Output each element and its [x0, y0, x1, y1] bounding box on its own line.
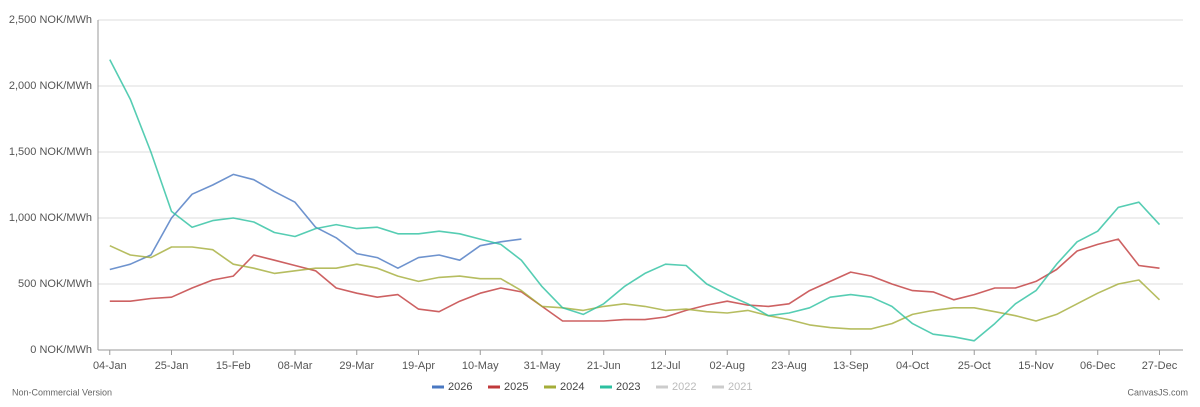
y-tick-label: 1,500 NOK/MWh — [9, 146, 92, 158]
series-line — [109, 238, 1160, 322]
series-line — [109, 59, 1161, 342]
x-tick-label: 04-Jan — [93, 360, 127, 372]
legend-item[interactable]: 2023 — [600, 381, 640, 393]
series-line — [109, 244, 1161, 330]
x-tick-label: 02-Aug — [709, 360, 744, 372]
legend-label: 2024 — [560, 381, 584, 393]
y-tick-label: 2,500 NOK/MWh — [9, 14, 92, 26]
footer-note: Non-Commercial Version — [12, 387, 112, 397]
legend-item[interactable]: 2022 — [656, 381, 696, 393]
legend-item[interactable]: 2026 — [432, 381, 472, 393]
series-line — [109, 173, 522, 271]
x-tick-label: 08-Mar — [278, 360, 313, 372]
legend-label: 2026 — [448, 381, 472, 393]
x-tick-label: 12-Jul — [651, 360, 681, 372]
x-tick-label: 21-Jun — [587, 360, 621, 372]
x-tick-label: 23-Aug — [771, 360, 806, 372]
legend-item[interactable]: 2021 — [712, 381, 752, 393]
x-tick-label: 31-May — [524, 360, 561, 372]
legend-label: 2022 — [672, 381, 696, 393]
x-tick-label: 25-Oct — [958, 360, 991, 372]
y-tick-label: 0 NOK/MWh — [30, 344, 92, 356]
x-tick-label: 25-Jan — [155, 360, 189, 372]
x-tick-label: 13-Sep — [833, 360, 868, 372]
legend-label: 2023 — [616, 381, 640, 393]
x-tick-label: 15-Feb — [216, 360, 251, 372]
x-tick-label: 15-Nov — [1018, 360, 1054, 372]
legend-item[interactable]: 2024 — [544, 381, 584, 393]
y-tick-label: 500 NOK/MWh — [18, 278, 92, 290]
y-tick-label: 2,000 NOK/MWh — [9, 80, 92, 92]
legend-label: 2021 — [728, 381, 752, 393]
legend-label: 2025 — [504, 381, 528, 393]
legend-item[interactable]: 2025 — [488, 381, 528, 393]
x-tick-label: 06-Dec — [1080, 360, 1116, 372]
x-tick-label: 27-Dec — [1142, 360, 1178, 372]
y-tick-label: 1,000 NOK/MWh — [9, 212, 92, 224]
x-tick-label: 29-Mar — [339, 360, 374, 372]
legend: 2026 2025 2024 2023 2022 2021 — [432, 381, 752, 393]
x-tick-label: 19-Apr — [402, 360, 435, 372]
credit-link[interactable]: CanvasJS.com — [1127, 387, 1188, 397]
x-tick-label: 10-May — [462, 360, 499, 372]
x-tick-label: 04-Oct — [896, 360, 929, 372]
